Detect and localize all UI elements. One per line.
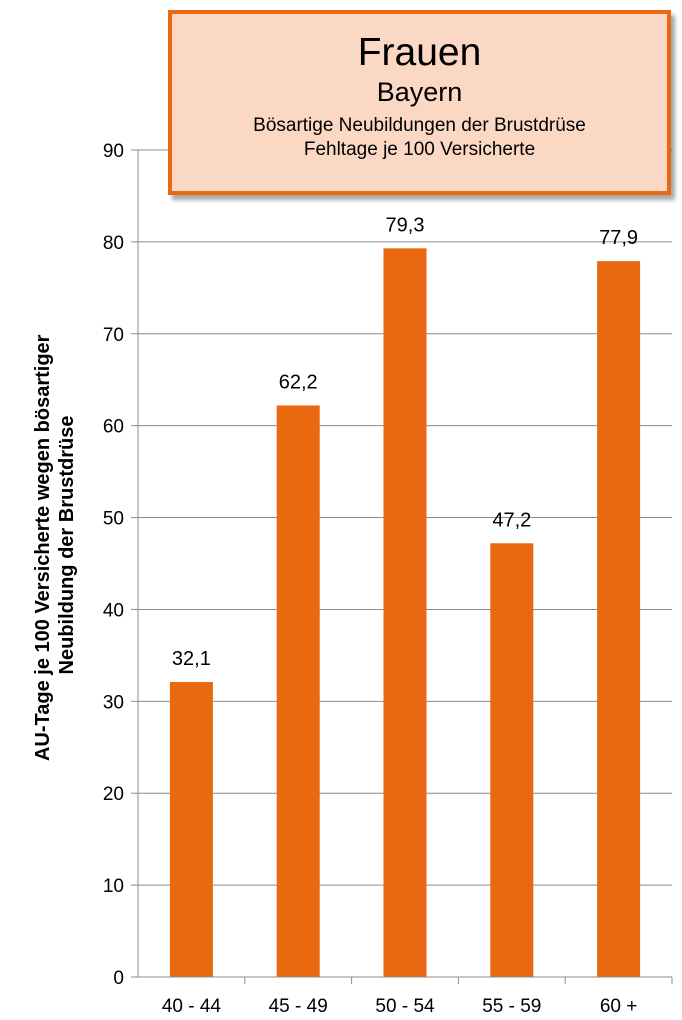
y-tick-label: 0 [113, 968, 124, 989]
x-tick-label: 55 - 59 [482, 996, 541, 1017]
y-tick-label: 90 [103, 141, 124, 162]
y-axis-label: AU-Tage je 100 Versicherte wegen bösarti… [32, 329, 78, 761]
data-labels: 32,1 62,2 79,3 47,2 77,9 [172, 214, 638, 670]
axes [131, 149, 673, 984]
x-tick-label: 45 - 49 [269, 996, 328, 1017]
bars [169, 248, 641, 977]
x-tick-label: 40 - 44 [162, 996, 222, 1017]
y-tick-label: 30 [103, 692, 124, 713]
bar-1 [276, 405, 320, 977]
bar-3 [490, 543, 534, 977]
y-tick-label: 60 [103, 417, 124, 438]
y-tick-labels: 0 10 20 30 40 50 60 70 80 90 [103, 141, 124, 989]
chart-title-box: Frauen Bayern Bösartige Neubildungen der… [168, 10, 671, 195]
chart-subtitle-diagnosis: Bösartige Neubildungen der Brustdrüse [253, 115, 586, 136]
bar-4 [597, 261, 641, 977]
chart-subtitle-region: Bayern [376, 77, 463, 107]
x-tick-labels: 40 - 44 45 - 49 50 - 54 55 - 59 60 + [162, 996, 638, 1017]
y-tick-label: 50 [103, 509, 124, 530]
x-tick-label: 60 + [600, 996, 638, 1017]
y-axis-label-line-1: AU-Tage je 100 Versicherte wegen bösarti… [32, 334, 54, 761]
data-label: 77,9 [599, 227, 638, 249]
chart-subtitle-measure: Fehltage je 100 Versicherte [303, 139, 536, 160]
x-tick-label: 50 - 54 [375, 996, 435, 1017]
bar-2 [383, 248, 427, 977]
data-label: 32,1 [172, 648, 211, 670]
y-tick-label: 20 [103, 784, 124, 805]
y-tick-label: 40 [103, 600, 124, 621]
y-tick-label: 70 [103, 325, 124, 346]
data-label: 79,3 [386, 214, 425, 236]
y-axis-label-line-2: Neubildung der Brustdrüse [56, 416, 78, 675]
bar-0 [169, 682, 213, 977]
y-tick-label: 10 [103, 876, 124, 897]
data-label: 62,2 [279, 371, 318, 393]
data-label: 47,2 [492, 509, 531, 531]
y-tick-label: 80 [103, 233, 124, 254]
chart-title: Frauen [357, 31, 482, 74]
